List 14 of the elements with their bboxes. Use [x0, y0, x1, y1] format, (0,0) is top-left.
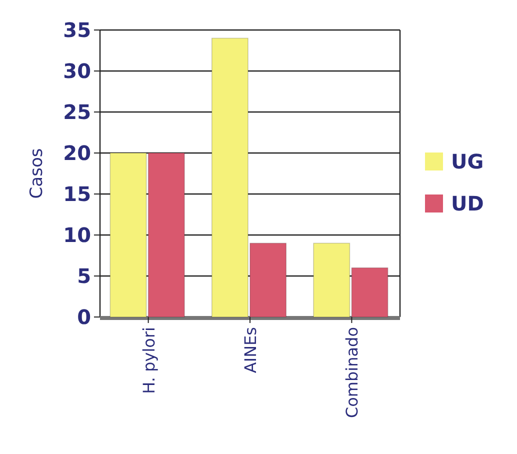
y-tick-label: 25	[63, 100, 91, 124]
y-tick-label: 10	[63, 223, 91, 247]
y-tick-label: 30	[63, 59, 91, 83]
x-tick-label: Combinado	[342, 327, 362, 418]
legend-label: UG	[451, 150, 484, 174]
y-tick-label: 5	[77, 264, 91, 288]
legend-label: UD	[451, 192, 484, 216]
y-tick-label: 15	[63, 182, 91, 206]
y-tick-label: 35	[63, 18, 91, 42]
x-tick-label: H. pylori	[139, 327, 158, 394]
y-tick-label: 0	[77, 305, 91, 329]
x-tick-label: AINEs	[241, 327, 260, 374]
y-tick-label: 20	[63, 141, 91, 165]
y-axis-title: Casos	[27, 148, 47, 199]
